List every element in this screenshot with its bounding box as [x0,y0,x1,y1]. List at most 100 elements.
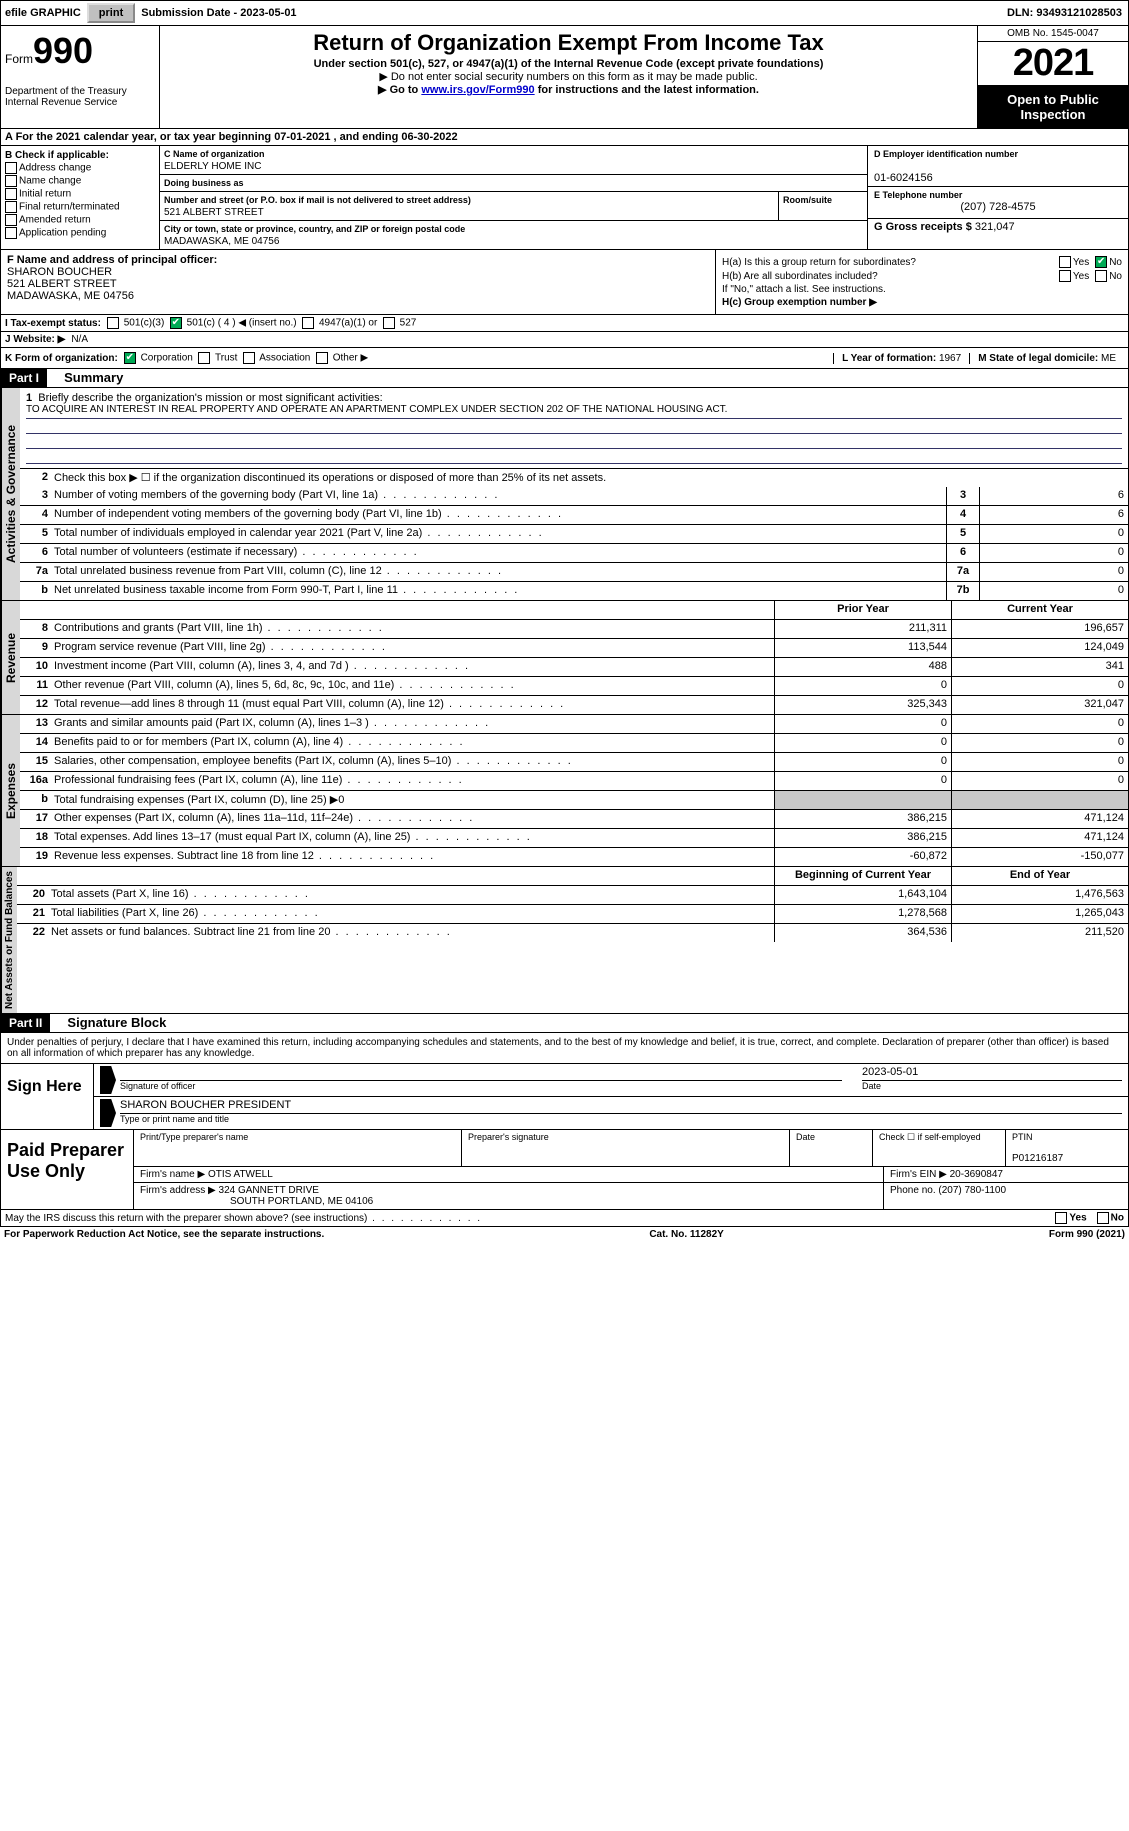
city-value: MADAWASKA, ME 04756 [164,236,279,247]
arrow-icon [100,1066,116,1094]
tel-label: E Telephone number [874,190,962,200]
phone-label: Phone no. [890,1185,938,1196]
header-center: Return of Organization Exempt From Incom… [160,26,978,128]
i-4947[interactable]: 4947(a)(1) or [302,317,377,329]
firm-addr2: SOUTH PORTLAND, ME 04106 [230,1196,373,1207]
f-label: F Name and address of principal officer: [7,254,217,266]
revenue-line: 12Total revenue—add lines 8 through 11 (… [20,696,1128,714]
officer-addr2: MADAWASKA, ME 04756 [7,290,134,302]
sig-officer-label: Signature of officer [120,1081,842,1091]
net-line: 21Total liabilities (Part X, line 26)1,2… [17,905,1128,924]
firm-addr-label: Firm's address ▶ [140,1185,219,1196]
fh-row: F Name and address of principal officer:… [0,250,1129,315]
firm-ein-label: Firm's EIN ▶ [890,1169,950,1180]
line-1: 1 Briefly describe the organization's mi… [20,388,1128,469]
hb-label: H(b) Are all subordinates included? [722,271,1053,282]
l-cell: L Year of formation: 1967 [833,353,969,364]
part1-badge: Part I [1,369,47,387]
rev-side-label: Revenue [1,601,20,714]
discuss-yes[interactable]: Yes [1055,1212,1086,1224]
ha-no[interactable]: ✔No [1095,256,1122,268]
discuss-no[interactable]: No [1097,1212,1124,1224]
section-a: A For the 2021 calendar year, or tax yea… [0,129,1129,146]
l1-value: TO ACQUIRE AN INTEREST IN REAL PROPERTY … [26,404,1122,419]
j-label: J Website: ▶ [5,334,65,345]
h-column: H(a) Is this a group return for subordin… [716,250,1128,314]
ag-side-label: Activities & Governance [1,388,20,600]
exp-side-label: Expenses [1,715,20,866]
ptin-value: P01216187 [1012,1153,1063,1164]
dba-label: Doing business as [164,178,244,188]
subtitle-3: ▶ Go to www.irs.gov/Form990 for instruct… [168,83,969,96]
rev-block: Revenue Prior Year Current Year 8Contrib… [0,601,1129,715]
j-row: J Website: ▶ N/A [0,332,1129,348]
ha-yes[interactable]: Yes [1059,256,1089,268]
col-b-head: B Check if applicable: [5,150,109,161]
penalty-text: Under penalties of perjury, I declare th… [0,1033,1129,1064]
summary-line: 4Number of independent voting members of… [20,506,1128,525]
revenue-line: 8Contributions and grants (Part VIII, li… [20,620,1128,639]
phone-value: (207) 780-1100 [938,1185,1006,1196]
expense-line: 14Benefits paid to or for members (Part … [20,734,1128,753]
footer-line: For Paperwork Reduction Act Notice, see … [0,1227,1129,1242]
opt-app-pending[interactable]: Application pending [5,227,155,239]
net-line: 22Net assets or fund balances. Subtract … [17,924,1128,942]
prep-name-label: Print/Type preparer's name [140,1132,455,1142]
opt-final-return[interactable]: Final return/terminated [5,201,155,213]
officer-name: SHARON BOUCHER [7,266,112,278]
rev-col-headers: Prior Year Current Year [20,601,1128,620]
firm-name: OTIS ATWELL [208,1169,273,1180]
dln: DLN: 93493121028503 [1007,7,1128,19]
hb-no[interactable]: No [1095,270,1122,282]
expense-line: 18Total expenses. Add lines 13–17 (must … [20,829,1128,848]
m-cell: M State of legal domicile: ME [969,353,1124,364]
i-row: I Tax-exempt status: 501(c)(3) ✔ 501(c) … [0,315,1129,332]
k-other[interactable]: Other ▶ [316,352,368,364]
omb-number: OMB No. 1545-0047 [978,26,1128,42]
ein-value: 01-6024156 [874,172,933,184]
subtitle-1: Under section 501(c), 527, or 4947(a)(1)… [168,58,969,70]
prep-date-label: Date [796,1132,866,1142]
date-label: Date [862,1081,1122,1091]
part2-badge: Part II [1,1014,50,1032]
sig-date: 2023-05-01 [862,1066,1122,1081]
hb-yes[interactable]: Yes [1059,270,1089,282]
top-bar: efile GRAPHIC print Submission Date - 20… [0,0,1129,25]
i-501c3[interactable]: 501(c)(3) [107,317,164,329]
form-title: Return of Organization Exempt From Incom… [168,30,969,56]
k-trust[interactable]: Trust [198,352,237,364]
ag-block: Activities & Governance 1 Briefly descri… [0,388,1129,601]
opt-address-change[interactable]: Address change [5,162,155,174]
pra-notice: For Paperwork Reduction Act Notice, see … [4,1229,324,1240]
net-side-label: Net Assets or Fund Balances [1,867,17,1013]
paid-preparer-block: Paid Preparer Use Only Print/Type prepar… [0,1130,1129,1210]
irs-link[interactable]: www.irs.gov/Form990 [421,84,534,96]
column-d: D Employer identification number 01-6024… [868,146,1128,249]
revenue-line: 9Program service revenue (Part VIII, lin… [20,639,1128,658]
k-assoc[interactable]: Association [243,352,310,364]
opt-initial-return[interactable]: Initial return [5,188,155,200]
expense-line: 17Other expenses (Part IX, column (A), l… [20,810,1128,829]
i-501c[interactable]: ✔ 501(c) ( 4 ) ◀ (insert no.) [170,317,297,329]
header-right: OMB No. 1545-0047 2021 Open to Public In… [978,26,1128,128]
opt-name-change[interactable]: Name change [5,175,155,187]
exp-block: Expenses 13Grants and similar amounts pa… [0,715,1129,867]
revenue-line: 10Investment income (Part VIII, column (… [20,658,1128,677]
expense-line: bTotal fundraising expenses (Part IX, co… [20,791,1128,810]
klm-row: K Form of organization: ✔ Corporation Tr… [0,348,1129,369]
opt-amended[interactable]: Amended return [5,214,155,226]
i-527[interactable]: 527 [383,317,416,329]
print-button[interactable]: print [87,3,135,23]
form-header: Form990 Department of the Treasury Inter… [0,25,1129,129]
org-name: ELDERLY HOME INC [164,161,261,172]
firm-ein: 20-3690847 [950,1169,1003,1180]
discuss-row: May the IRS discuss this return with the… [0,1210,1129,1227]
expense-line: 19Revenue less expenses. Subtract line 1… [20,848,1128,866]
expense-line: 13Grants and similar amounts paid (Part … [20,715,1128,734]
self-emp-label[interactable]: Check ☐ if self-employed [879,1132,999,1143]
form-word: Form [5,52,33,66]
part1-title: Summary [60,368,127,387]
addr-label: Number and street (or P.O. box if mail i… [164,195,471,205]
k-corp[interactable]: ✔ Corporation [124,352,193,364]
cat-no: Cat. No. 11282Y [649,1229,723,1240]
